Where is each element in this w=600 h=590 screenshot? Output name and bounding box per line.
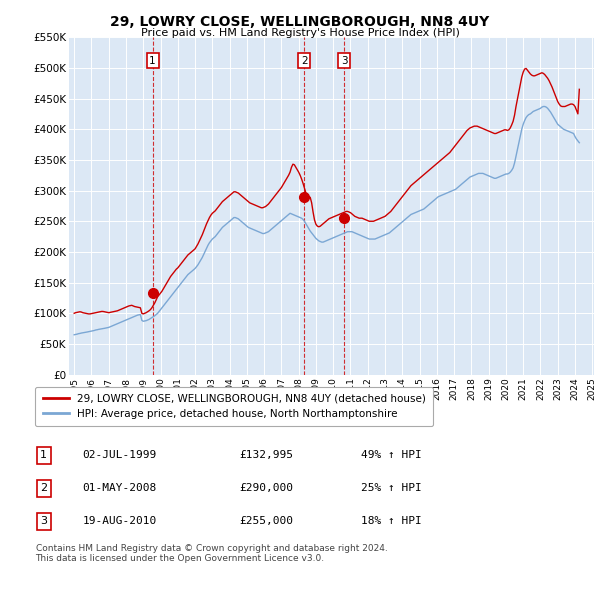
Text: 2: 2 (301, 56, 308, 66)
Text: 49% ↑ HPI: 49% ↑ HPI (361, 450, 422, 460)
Text: 18% ↑ HPI: 18% ↑ HPI (361, 516, 422, 526)
Text: 3: 3 (40, 516, 47, 526)
Text: 3: 3 (341, 56, 347, 66)
Legend: 29, LOWRY CLOSE, WELLINGBOROUGH, NN8 4UY (detached house), HPI: Average price, d: 29, LOWRY CLOSE, WELLINGBOROUGH, NN8 4UY… (35, 386, 433, 427)
Text: 1: 1 (40, 450, 47, 460)
Text: £255,000: £255,000 (240, 516, 294, 526)
Text: 2: 2 (40, 483, 47, 493)
Text: 29, LOWRY CLOSE, WELLINGBOROUGH, NN8 4UY: 29, LOWRY CLOSE, WELLINGBOROUGH, NN8 4UY (110, 15, 490, 29)
Text: 01-MAY-2008: 01-MAY-2008 (82, 483, 157, 493)
Text: 19-AUG-2010: 19-AUG-2010 (82, 516, 157, 526)
Text: 02-JUL-1999: 02-JUL-1999 (82, 450, 157, 460)
Text: £290,000: £290,000 (240, 483, 294, 493)
Text: 25% ↑ HPI: 25% ↑ HPI (361, 483, 422, 493)
Text: £132,995: £132,995 (240, 450, 294, 460)
Text: Contains HM Land Registry data © Crown copyright and database right 2024.
This d: Contains HM Land Registry data © Crown c… (35, 544, 387, 563)
Text: 1: 1 (149, 56, 156, 66)
Text: Price paid vs. HM Land Registry's House Price Index (HPI): Price paid vs. HM Land Registry's House … (140, 28, 460, 38)
